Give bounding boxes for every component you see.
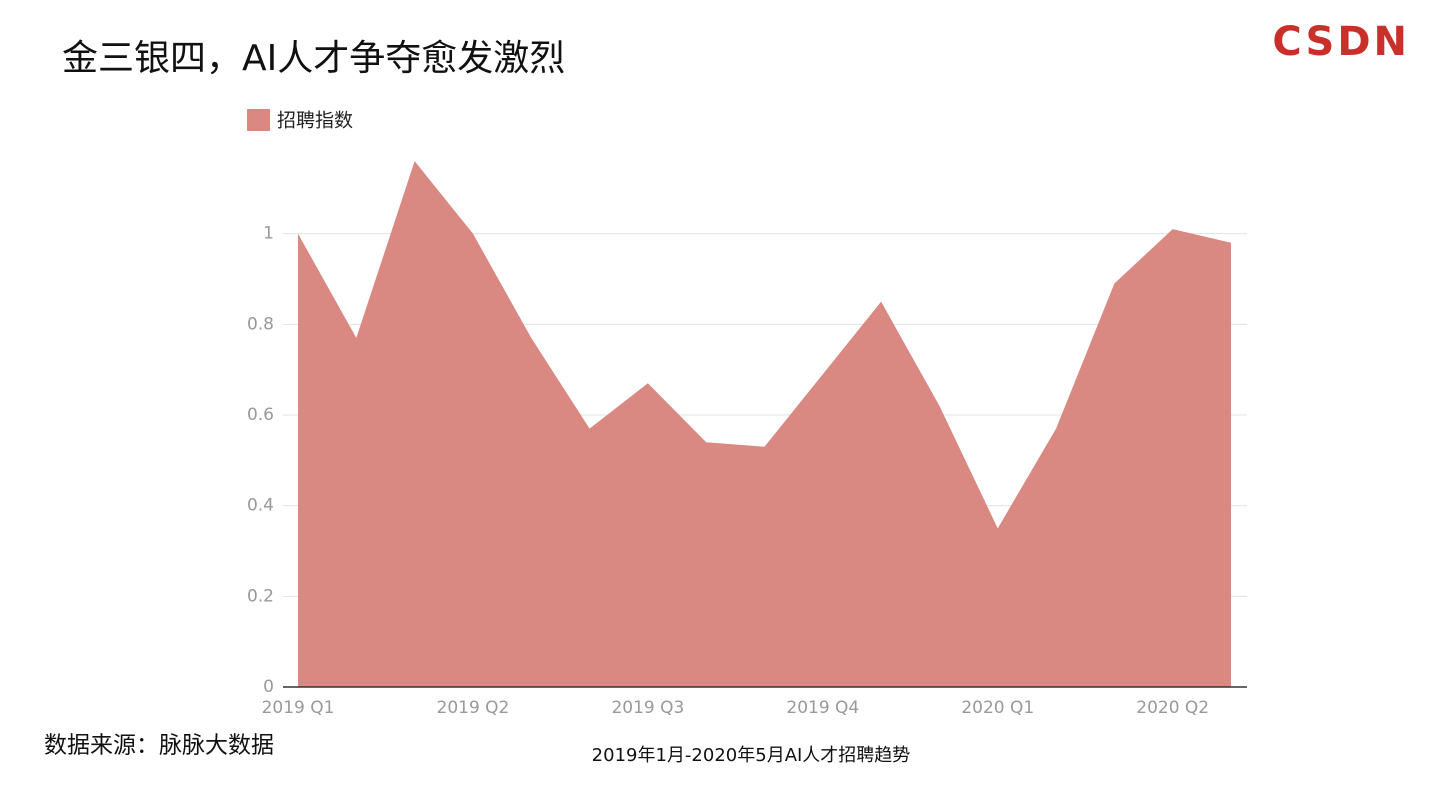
page-title: 金三银四，AI人才争夺愈发激烈	[62, 38, 565, 79]
x-tick-label: 2019 Q4	[786, 698, 859, 718]
x-tick-label: 2019 Q1	[262, 698, 335, 718]
x-tick-label: 2020 Q1	[961, 698, 1034, 718]
y-tick-label: 0	[263, 677, 274, 697]
area	[298, 161, 1231, 688]
x-tick-label: 2019 Q2	[437, 698, 510, 718]
legend-swatch	[247, 109, 270, 131]
y-tick-label: 0.4	[247, 496, 274, 516]
legend-label: 招聘指数	[277, 110, 353, 132]
y-tick-label: 1	[263, 224, 274, 244]
y-tick-label: 0.2	[247, 586, 274, 606]
source-note: 数据来源：脉脉大数据	[44, 733, 274, 759]
y-tick-label: 0.8	[247, 314, 274, 334]
logo: CSDN	[1272, 19, 1410, 65]
x-tick-label: 2020 Q2	[1136, 698, 1209, 718]
x-axis-title: 2019年1月-2020年5月AI人才招聘趋势	[592, 745, 911, 766]
x-tick-label: 2019 Q3	[611, 698, 684, 718]
y-tick-label: 0.6	[247, 405, 274, 425]
